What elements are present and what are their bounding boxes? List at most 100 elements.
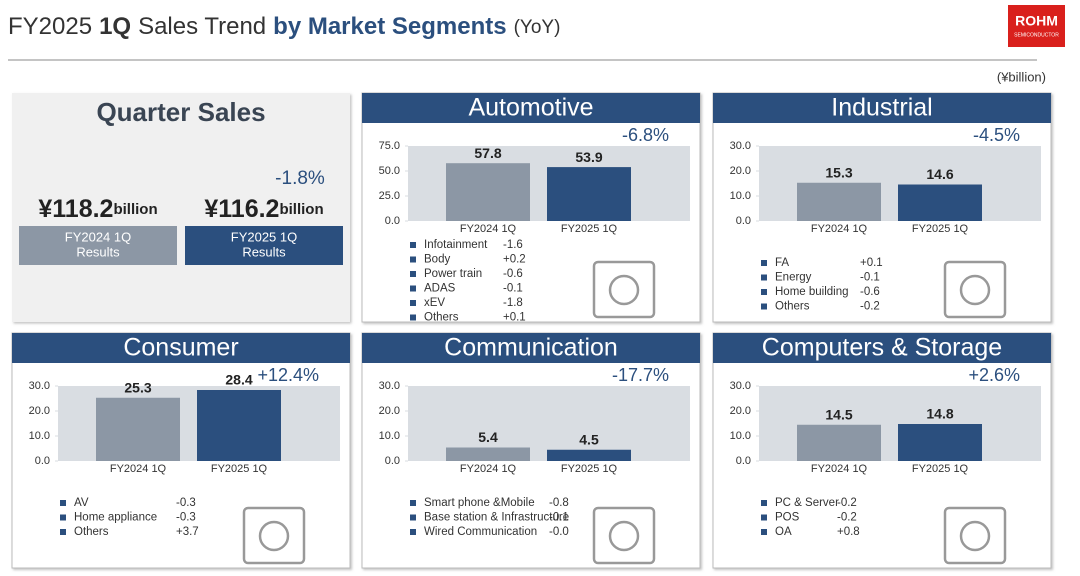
segment-header (362, 333, 700, 363)
y-tick-label: 30.0 (29, 380, 50, 392)
y-tick-label: 0.0 (385, 215, 400, 227)
segment-title: Consumer (123, 334, 238, 362)
bar (547, 167, 631, 221)
y-tick-label: 10.0 (29, 430, 50, 442)
breakdown-name: Others (424, 312, 459, 324)
icon (943, 506, 1007, 565)
y-tick-label: 20.0 (730, 405, 751, 417)
x-tick-label: FY2025 1Q (912, 463, 969, 475)
breakdown-value: +3.7 (176, 526, 199, 538)
bar-value-label: 5.4 (478, 429, 498, 445)
breakdown-value: -0.2 (837, 512, 857, 524)
segment-change: +12.4% (257, 365, 319, 385)
y-tick-label: 10.0 (730, 190, 751, 202)
breakdown-value: -0.6 (503, 268, 523, 280)
y-tick-label: 30.0 (730, 140, 751, 152)
bullet (410, 500, 416, 506)
breakdown-value: -0.2 (837, 497, 857, 509)
quarter-box-label: FY2025 1Q (231, 229, 298, 244)
breakdown-name: Others (74, 526, 109, 538)
bullet (761, 529, 767, 535)
breakdown-value: -0.1 (503, 283, 523, 295)
y-tick-label: 20.0 (29, 405, 50, 417)
bar-value-label: 53.9 (575, 149, 602, 165)
breakdown-value: -0.3 (176, 497, 196, 509)
title-part: 1Q (99, 13, 131, 40)
quarter-panel (12, 93, 350, 322)
bar-value-label: 25.3 (124, 379, 151, 395)
bullet (60, 500, 66, 506)
bullet (761, 289, 767, 295)
icon (959, 520, 991, 552)
y-tick-label: 75.0 (379, 140, 400, 152)
bullet (410, 314, 416, 321)
segment-change: +2.6% (968, 365, 1020, 385)
bar (547, 449, 631, 461)
segment-title: Industrial (831, 94, 932, 122)
bullet (761, 260, 767, 266)
breakdown-name: Energy (775, 272, 812, 284)
title-part: by Market Segments (273, 13, 506, 40)
breakdown-value: +0.2 (503, 254, 526, 266)
quarter-box-label: Results (76, 244, 120, 259)
amount-unit: billion (113, 201, 157, 218)
bar (797, 424, 881, 461)
breakdown-name: Body (424, 254, 450, 266)
bar-value-label: 15.3 (825, 164, 852, 180)
breakdown-value: -0.3 (176, 512, 196, 524)
segment-header (713, 333, 1051, 363)
breakdown-name: FA (775, 257, 789, 269)
quarter-box (185, 226, 343, 265)
bar (446, 447, 530, 461)
y-tick-label: 30.0 (730, 380, 751, 392)
bullet (410, 256, 416, 263)
x-tick-label: FY2024 1Q (811, 463, 868, 475)
segment-header (12, 333, 350, 363)
icon (608, 520, 640, 552)
bar (797, 182, 881, 221)
segment-title: Automotive (468, 94, 593, 122)
breakdown-name: POS (775, 512, 800, 524)
breakdown-name: Others (775, 301, 810, 313)
bar-value-label: 14.8 (926, 406, 953, 422)
logo-name: ROHM (1015, 13, 1058, 29)
quarter-amount: ¥118.2billion (38, 195, 157, 223)
segment-title: Computers & Storage (762, 334, 1002, 362)
title-part: (YoY) (514, 17, 561, 38)
x-tick-label: FY2025 1Q (912, 223, 969, 235)
bar-value-label: 57.8 (474, 145, 501, 161)
breakdown-name: Power train (424, 268, 482, 280)
icon (592, 506, 656, 565)
breakdown-name: Wired Communication (424, 526, 537, 538)
breakdown-value: -0.2 (860, 301, 880, 313)
breakdown-name: Smart phone &Mobile (424, 497, 535, 509)
bullet (60, 529, 66, 535)
y-tick-label: 0.0 (736, 215, 751, 227)
y-tick-label: 20.0 (730, 165, 751, 177)
breakdown-value: -1.8 (503, 297, 523, 309)
x-tick-label: FY2025 1Q (211, 463, 268, 475)
y-tick-label: 10.0 (730, 430, 751, 442)
x-tick-label: FY2025 1Q (561, 463, 618, 475)
segment-header (713, 93, 1051, 123)
bullet (410, 271, 416, 277)
amount: ¥116.2 (204, 195, 279, 223)
amount-unit: billion (279, 201, 323, 218)
page-title: FY2025 1Q Sales Trend by Market Segments (Yo… (8, 13, 560, 40)
segment-title: Communication (444, 334, 618, 362)
amount: ¥118.2 (38, 195, 113, 223)
bullet (761, 514, 767, 521)
bullet (60, 514, 66, 521)
bullet (761, 274, 767, 281)
segment-header (362, 93, 700, 123)
bullet (410, 300, 416, 306)
breakdown-value: -0.6 (860, 286, 880, 298)
quarter-box-label: Results (242, 244, 286, 259)
breakdown-name: OA (775, 526, 792, 538)
breakdown-value: -0.8 (549, 497, 569, 509)
icon (258, 520, 290, 552)
breakdown-name: AV (74, 497, 89, 509)
